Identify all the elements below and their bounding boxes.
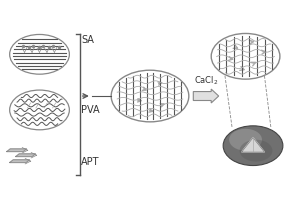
Polygon shape [16, 154, 36, 157]
Circle shape [240, 140, 272, 162]
Text: APT: APT [81, 157, 100, 167]
Circle shape [229, 129, 262, 151]
Text: CaCl$_2$: CaCl$_2$ [194, 74, 218, 87]
FancyArrow shape [193, 89, 219, 103]
Text: SA: SA [81, 35, 94, 45]
Polygon shape [10, 160, 30, 163]
Polygon shape [242, 138, 264, 152]
Polygon shape [7, 149, 27, 152]
Text: PVA: PVA [81, 105, 100, 115]
Circle shape [223, 126, 283, 166]
